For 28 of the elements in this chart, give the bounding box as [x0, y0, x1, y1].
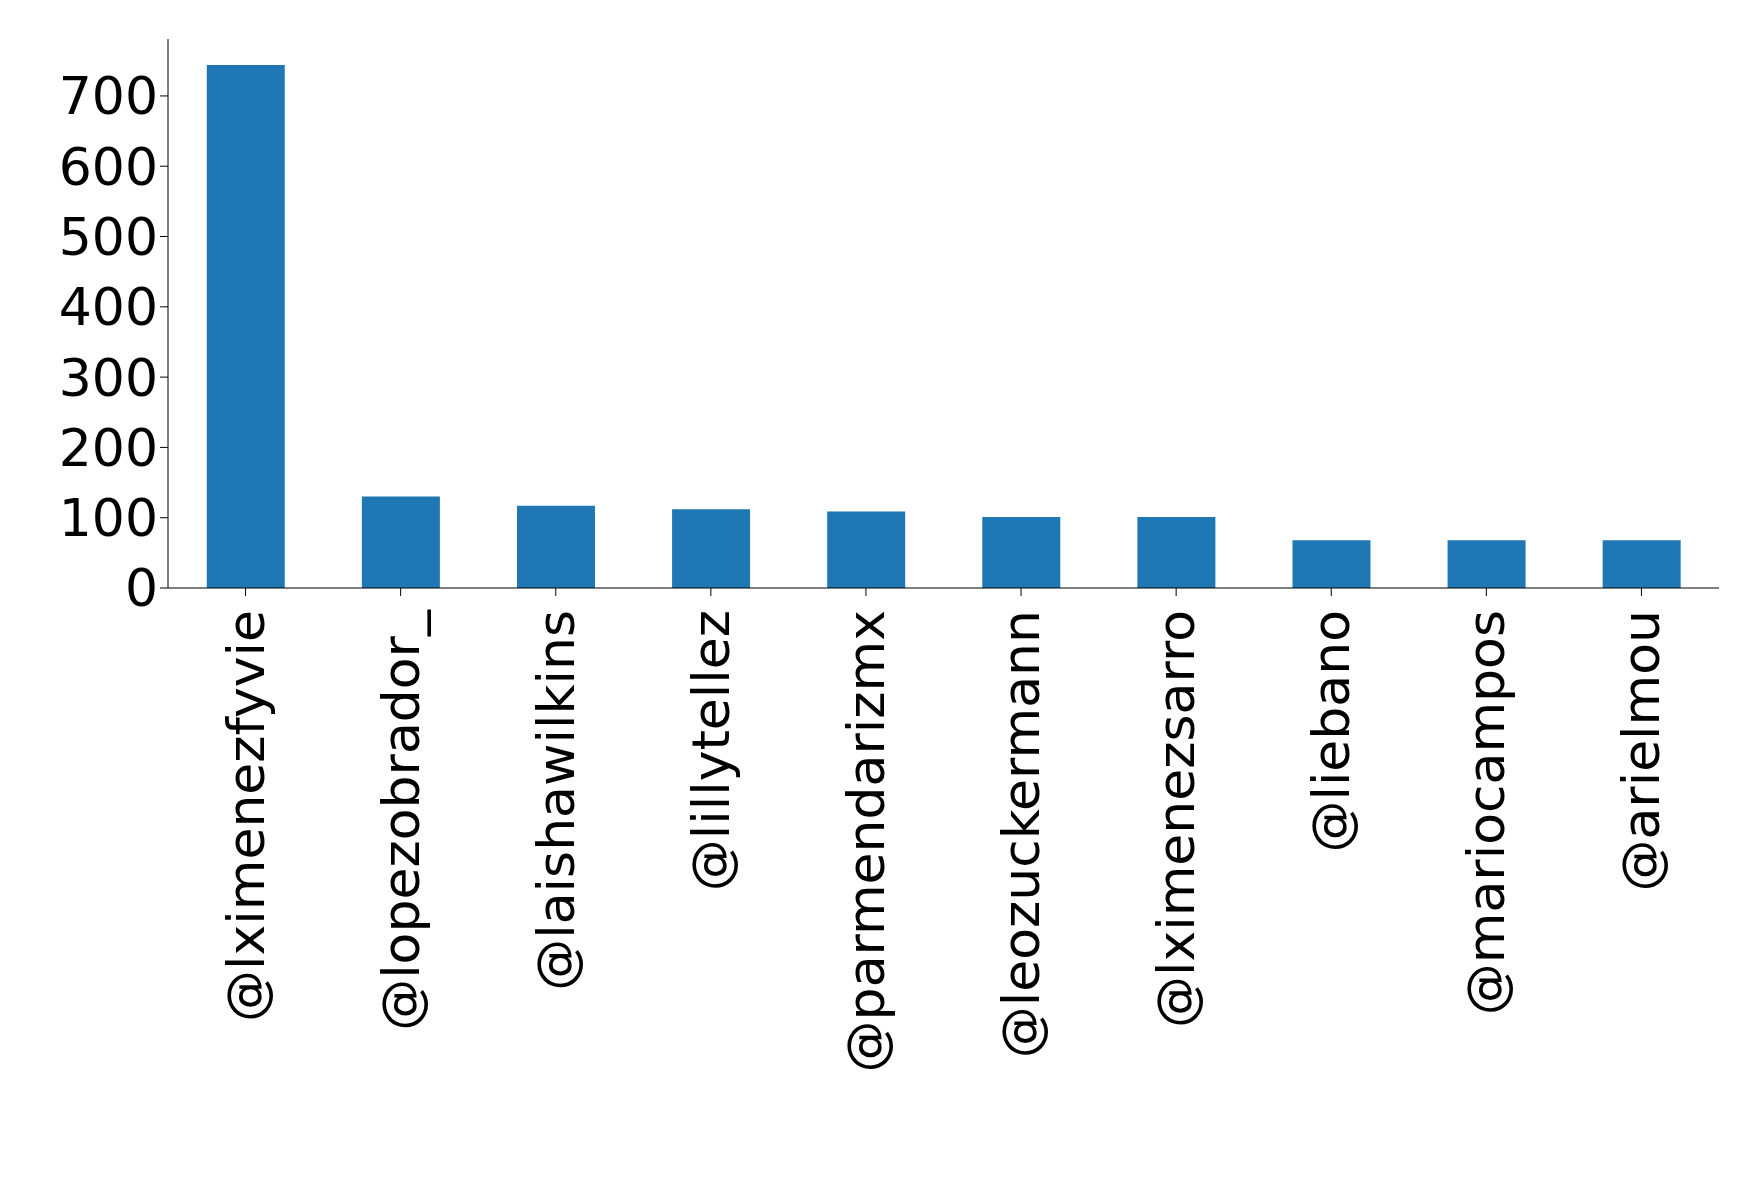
y-tick-label: 300: [58, 347, 158, 408]
x-tick-label: @arielmou: [1611, 610, 1672, 892]
y-tick-label: 700: [58, 66, 158, 127]
y-tick-label: 600: [58, 136, 158, 197]
bar: [1137, 517, 1216, 588]
bar: [516, 505, 595, 588]
x-tick-label: @lximenezsarro: [1146, 610, 1207, 1029]
x-tick-label: @lopezobrador_: [370, 609, 431, 1031]
y-tick-label: 500: [58, 206, 158, 267]
x-tick-label: @liebano: [1301, 610, 1362, 853]
x-tick-label: @lillytellez: [680, 610, 741, 892]
bar: [672, 509, 751, 588]
x-tick-label: @lximenezfyvie: [215, 610, 276, 1022]
x-tick-label: @mariocampos: [1456, 610, 1517, 1016]
bar: [982, 517, 1061, 588]
bar: [1292, 540, 1371, 588]
x-tick-label: @laishawilkins: [525, 610, 586, 991]
y-tick-label: 100: [58, 488, 158, 549]
y-tick-label: 400: [58, 277, 158, 338]
y-tick-label: 0: [124, 558, 158, 619]
x-tick-label: @parmendarizmx: [835, 610, 896, 1073]
bar: [827, 511, 906, 588]
bar: [206, 65, 285, 588]
x-tick-label: @leozuckermann: [991, 610, 1052, 1059]
bar: [361, 496, 440, 588]
bar: [1447, 540, 1526, 588]
bar: [1602, 540, 1681, 588]
y-tick-label: 200: [58, 417, 158, 478]
